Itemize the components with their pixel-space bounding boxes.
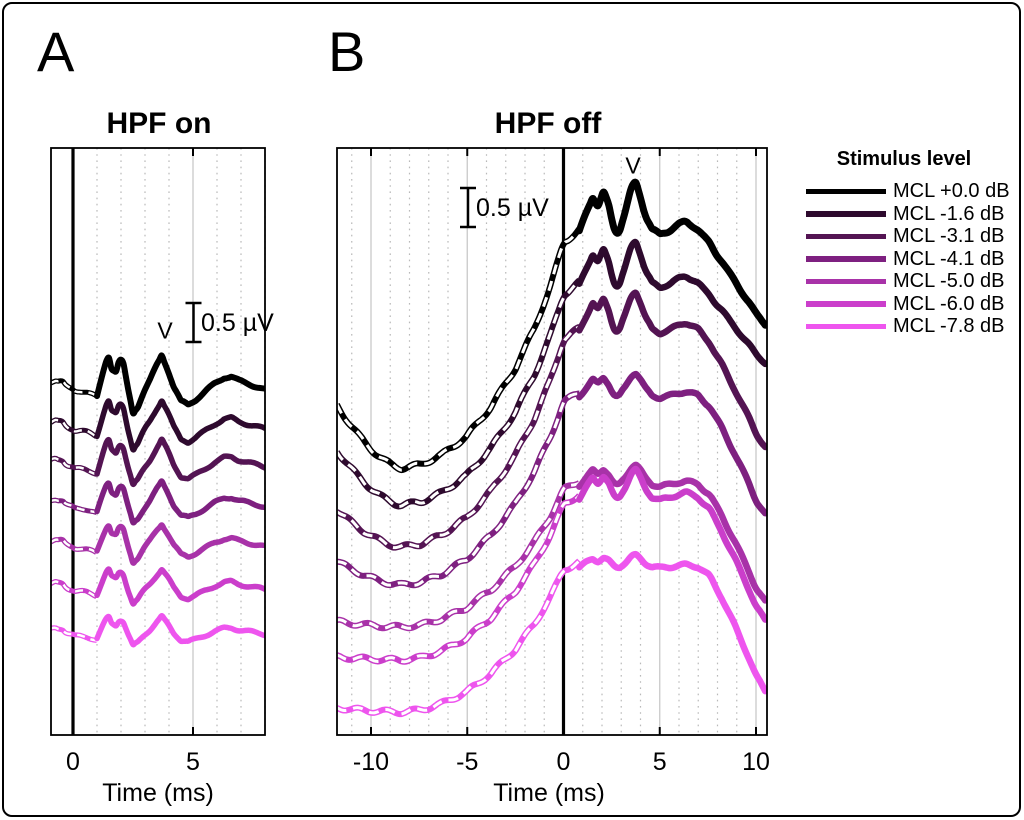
axes-border — [336, 147, 768, 736]
axes-border — [50, 147, 266, 736]
panel-a-wave-v-marker: V — [157, 317, 173, 344]
legend-entry-label: MCL -5.0 dB — [893, 270, 1005, 293]
legend-title: Stimulus level — [836, 148, 972, 170]
x-tick-label-b: -10 — [352, 748, 390, 776]
scale-bar-a — [185, 301, 202, 344]
response-waveform — [576, 289, 767, 451]
response-waveform — [94, 613, 265, 648]
axes-background — [337, 148, 767, 735]
prestim-core — [51, 580, 98, 598]
response-waveform — [94, 522, 265, 566]
prestim-core — [337, 559, 581, 716]
prestim-core — [337, 227, 581, 472]
trace-b-level-5 — [337, 465, 767, 665]
panel-a-x-axis-label: Time (ms) — [102, 779, 214, 807]
legend-line-swatch — [806, 233, 886, 239]
response-waveform — [576, 550, 767, 695]
legend-entries: MCL +0.0 dB MCL -1.6 dB MCL -3.1 dB MCL -4.… — [798, 180, 1010, 338]
prestim-core — [337, 481, 580, 630]
trace-b-level-0 — [337, 178, 767, 474]
x-tick-label-a: 0 — [66, 748, 80, 776]
legend-entry: MCL -3.1 dB — [798, 225, 1010, 248]
legend-entry-label: MCL -1.6 dB — [893, 202, 1005, 225]
axis-ticks — [72, 148, 194, 735]
legend-entry: MCL -4.1 dB — [798, 248, 1010, 271]
legend-entry: MCL -7.8 dB — [798, 315, 1010, 338]
legend-entry-label: MCL -3.1 dB — [893, 225, 1005, 248]
prestim-core — [51, 418, 98, 438]
legend-line-swatch — [806, 301, 886, 307]
response-waveform — [575, 178, 767, 329]
legend-line-swatch — [806, 188, 886, 194]
response-waveform — [94, 436, 265, 488]
legend-line-swatch — [806, 211, 886, 217]
prestim-core — [51, 379, 98, 397]
prestim-core — [337, 392, 580, 587]
x-tick-label-b: 0 — [556, 748, 571, 776]
legend-line-swatch — [806, 278, 886, 284]
panel-letter-a: A — [37, 20, 75, 83]
trace-a-level-4 — [51, 522, 265, 566]
legend-line-swatch — [806, 256, 886, 262]
panel-b-scale-bar-label: 0.5 µV — [476, 194, 549, 222]
x-tick-label-a: 5 — [186, 748, 200, 776]
trace-a-level-5 — [51, 566, 265, 607]
trace-b-level-3 — [337, 370, 767, 589]
x-tick-label-b: 10 — [742, 748, 770, 776]
panel-b-title: HPF off — [494, 107, 602, 140]
prestim-core — [337, 325, 580, 550]
trace-group — [51, 352, 265, 648]
legend: Stimulus level MCL +0.0 dB MCL -1.6 dB MCL… — [798, 148, 1010, 338]
panel-b — [336, 147, 768, 736]
legend-entry: MCL -5.0 dB — [798, 270, 1010, 293]
trace-a-level-2 — [51, 436, 265, 488]
legend-entry: MCL -6.0 dB — [798, 293, 1010, 316]
prestim-core — [51, 457, 97, 476]
legend-line-swatch — [806, 323, 886, 329]
legend-entry-label: MCL -4.1 dB — [893, 247, 1005, 270]
response-waveform — [576, 461, 767, 604]
trace-b-level-2 — [337, 289, 767, 551]
legend-entry-label: MCL -7.8 dB — [893, 315, 1005, 338]
response-waveform — [94, 478, 265, 526]
prestim-core — [51, 498, 97, 514]
prestim-core — [51, 537, 98, 554]
response-waveform — [576, 370, 767, 517]
legend-entry-label: MCL +0.0 dB — [893, 180, 1010, 203]
legend-entry: MCL -1.6 dB — [798, 203, 1010, 226]
prestim-core — [337, 494, 581, 664]
trace-b-level-1 — [337, 238, 767, 510]
panel-b-x-axis-label: Time (ms) — [493, 779, 605, 807]
prestim-core — [337, 279, 581, 509]
response-waveform — [94, 398, 265, 453]
scale-bar-b — [460, 186, 476, 229]
trace-a-level-3 — [51, 478, 265, 526]
trace-a-level-0 — [51, 352, 265, 417]
panel-a-title: HPF on — [106, 107, 212, 140]
response-waveform — [94, 352, 265, 417]
panel-b-wave-v-marker: V — [625, 152, 641, 179]
panel-letter-b: B — [328, 20, 366, 83]
legend-entry-label: MCL -6.0 dB — [893, 292, 1005, 315]
legend-entry: MCL +0.0 dB — [798, 180, 1010, 203]
x-tick-label-b: 5 — [652, 748, 667, 776]
trace-a-level-1 — [51, 398, 265, 453]
panel-a — [50, 147, 266, 736]
trace-b-level-6 — [337, 550, 767, 718]
trace-b-level-4 — [337, 461, 767, 632]
response-waveform — [576, 238, 767, 368]
panel-a-scale-bar-label: 0.5 µV — [201, 309, 274, 337]
response-waveform — [576, 465, 767, 623]
prestim-core — [51, 626, 97, 642]
trace-group — [337, 178, 767, 718]
response-waveform — [94, 566, 265, 607]
grid-major — [370, 148, 757, 735]
axis-ticks — [370, 148, 757, 735]
x-tick-label-b: -5 — [456, 748, 479, 776]
trace-a-level-6 — [51, 613, 265, 648]
